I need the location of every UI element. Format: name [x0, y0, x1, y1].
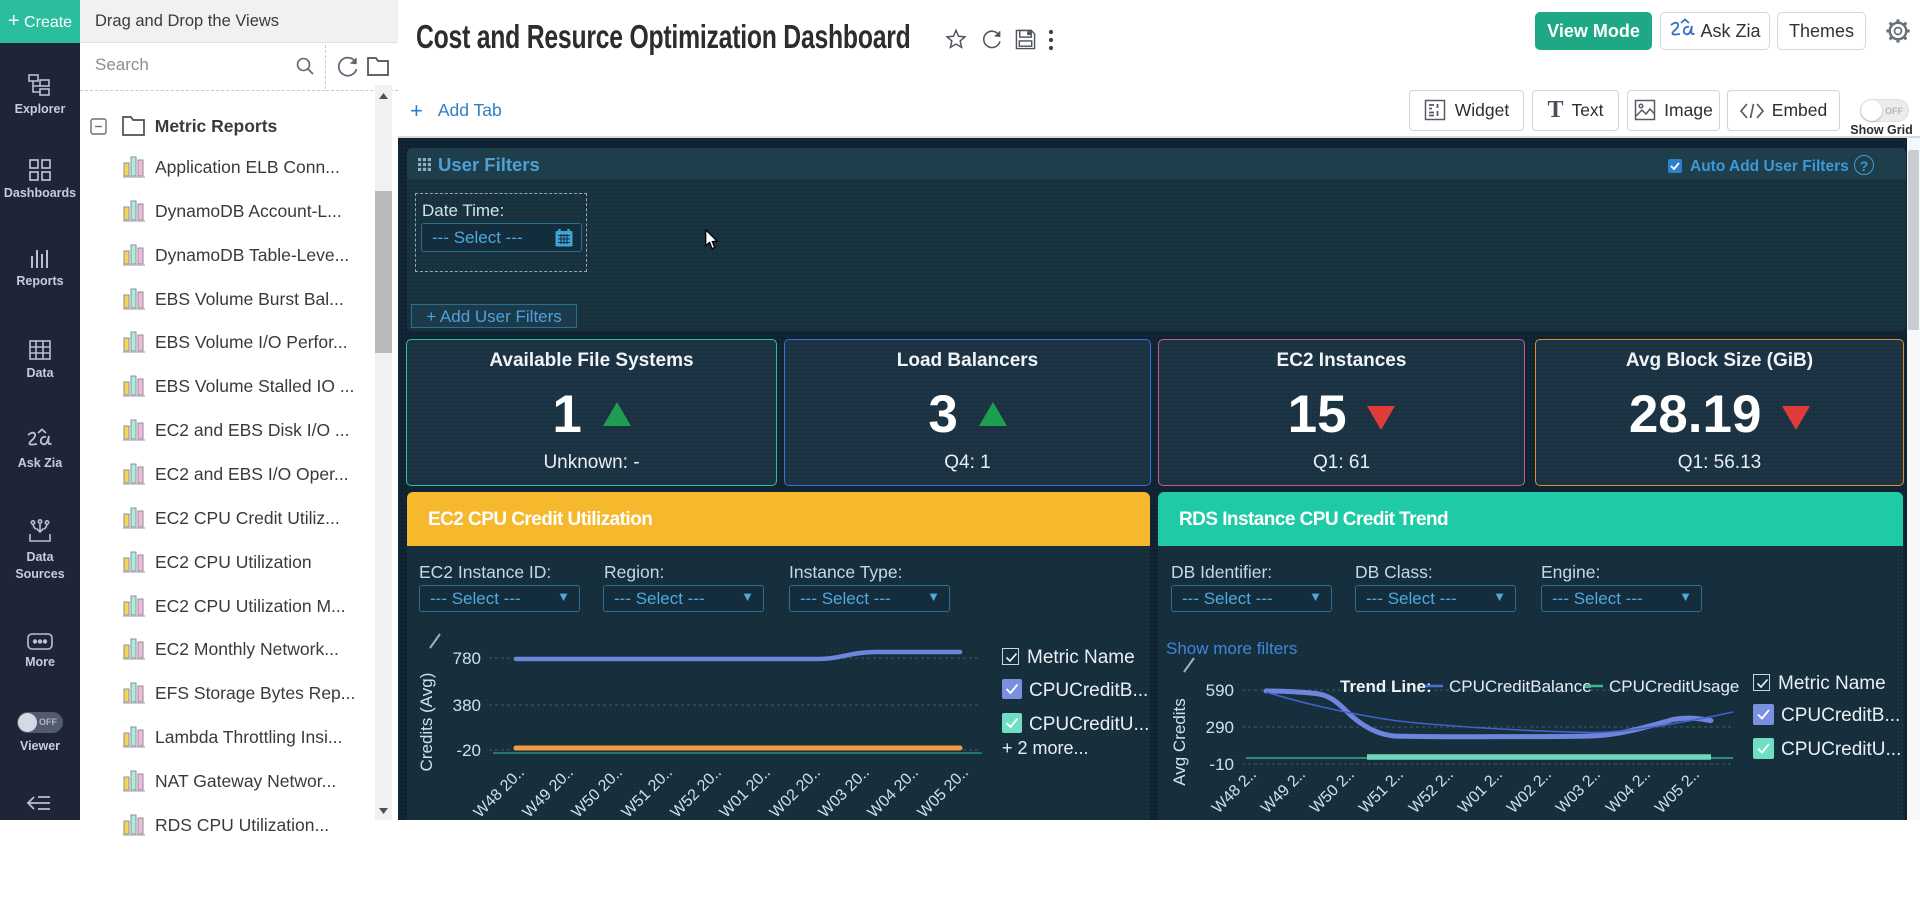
svg-text:-10: -10 — [1209, 755, 1234, 774]
svg-text:-20: -20 — [456, 741, 481, 760]
svg-text:Trend Line:: Trend Line: — [1340, 677, 1432, 696]
svg-text:590: 590 — [1206, 681, 1234, 700]
svg-text:CPUCreditUsage: CPUCreditUsage — [1609, 677, 1739, 696]
svg-text:380: 380 — [453, 696, 481, 715]
svg-text:290: 290 — [1206, 718, 1234, 737]
svg-text:CPUCreditBalance: CPUCreditBalance — [1449, 677, 1592, 696]
svg-text:780: 780 — [453, 649, 481, 668]
